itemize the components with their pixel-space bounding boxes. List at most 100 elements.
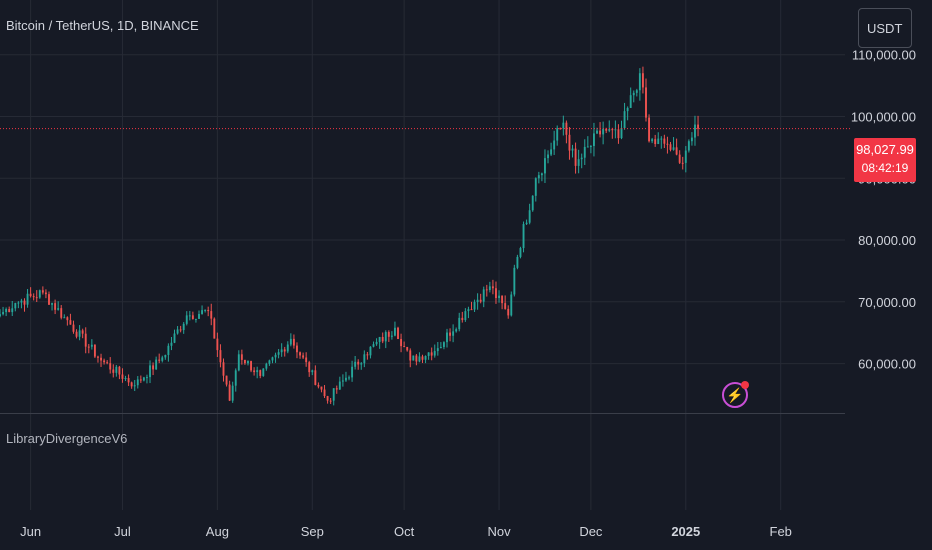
candle — [381, 336, 384, 342]
candle — [629, 95, 632, 108]
candle — [513, 267, 516, 295]
y-tick-label: 60,000.00 — [858, 357, 916, 372]
candle — [127, 377, 130, 383]
candle — [510, 294, 513, 316]
candle — [458, 317, 461, 330]
candle — [311, 370, 314, 373]
x-tick-label: 2025 — [671, 524, 700, 539]
candle — [577, 159, 580, 166]
candle — [317, 384, 320, 387]
candle — [638, 73, 641, 91]
candle — [418, 356, 421, 362]
candle — [412, 355, 415, 361]
candle — [409, 350, 412, 361]
candle — [219, 350, 222, 363]
bar-countdown: 08:42:19 — [861, 161, 909, 175]
candle — [29, 293, 32, 297]
candle — [531, 195, 534, 211]
candle — [185, 315, 188, 324]
candle — [338, 381, 341, 390]
candle — [283, 349, 286, 352]
candle — [305, 357, 308, 363]
candle — [397, 327, 399, 339]
candle — [268, 360, 271, 364]
candle — [78, 330, 81, 337]
candle — [635, 90, 638, 93]
candle — [442, 342, 445, 347]
candle — [14, 303, 17, 309]
candle — [182, 323, 185, 331]
candle — [687, 141, 690, 151]
candle — [617, 129, 620, 139]
candle — [329, 400, 332, 402]
candle — [130, 382, 133, 387]
candle — [571, 148, 574, 151]
x-tick-label: Jul — [114, 524, 131, 539]
currency-button[interactable]: USDT — [858, 8, 912, 48]
candle — [299, 352, 301, 356]
candle — [250, 361, 252, 371]
candle — [620, 128, 623, 139]
candle — [476, 299, 479, 303]
x-tick-label: Dec — [579, 524, 603, 539]
candle — [651, 139, 654, 142]
candle — [525, 222, 528, 225]
candle — [602, 128, 605, 135]
candle — [623, 111, 626, 129]
candle — [11, 308, 14, 313]
candle — [133, 385, 136, 387]
candle — [228, 384, 231, 401]
candle — [351, 366, 354, 378]
candle — [354, 361, 357, 367]
candle — [694, 124, 696, 138]
candle — [580, 157, 583, 160]
candle — [360, 363, 363, 365]
symbol-title: Bitcoin / TetherUS, 1D, BINANCE — [6, 18, 199, 33]
candle — [583, 146, 586, 158]
candle — [614, 129, 617, 131]
x-tick-label: Aug — [206, 524, 229, 539]
candle — [44, 292, 47, 295]
candle — [54, 303, 57, 310]
candle — [345, 377, 347, 381]
candle — [574, 148, 577, 166]
candle — [8, 308, 11, 313]
candle — [599, 130, 602, 135]
candle — [289, 338, 292, 345]
candle — [363, 354, 366, 364]
candle — [626, 107, 629, 112]
candle — [390, 335, 393, 337]
candle — [292, 338, 295, 346]
candle — [400, 338, 403, 347]
candle — [660, 138, 663, 140]
candle — [277, 352, 280, 355]
candle — [152, 365, 155, 370]
candle — [149, 365, 151, 378]
candle — [427, 352, 430, 356]
candle — [179, 329, 182, 331]
candle — [302, 355, 305, 358]
indicator-label[interactable]: LibraryDivergenceV6 — [6, 431, 128, 446]
candle — [372, 344, 375, 347]
candle — [243, 359, 246, 364]
candle — [118, 366, 121, 375]
candle — [648, 117, 651, 142]
lightning-alert-icon[interactable]: ⚡ — [722, 381, 749, 408]
last-price-tag: 98,027.99 08:42:19 — [854, 138, 916, 182]
candle — [35, 297, 38, 299]
candle — [366, 354, 369, 356]
candle — [519, 248, 522, 257]
candle — [378, 336, 381, 342]
candle — [225, 375, 228, 385]
candle — [164, 354, 167, 358]
candle — [191, 315, 194, 319]
y-tick-label: 100,000.00 — [851, 109, 916, 124]
candle — [684, 150, 687, 163]
notification-dot — [741, 381, 749, 389]
candle — [547, 154, 549, 159]
candle — [173, 333, 176, 343]
candle — [314, 370, 317, 385]
candle — [194, 318, 197, 320]
candle — [161, 357, 164, 361]
